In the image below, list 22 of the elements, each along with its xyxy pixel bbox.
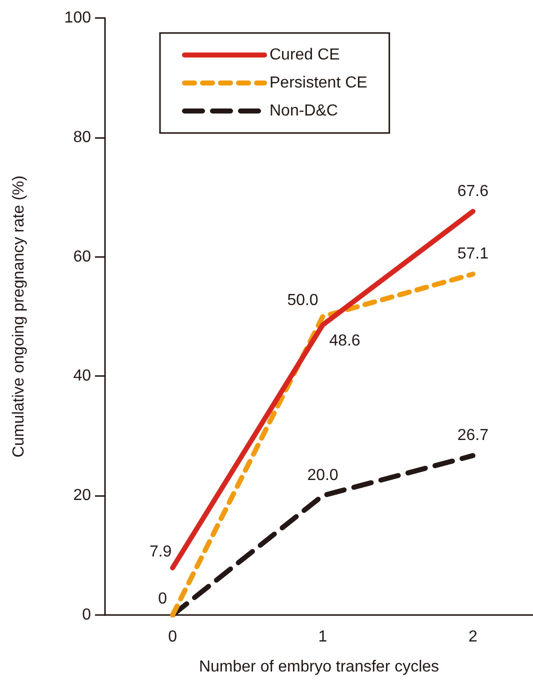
- x-tick-label: 1: [318, 628, 328, 646]
- legend-label: Non-D&C: [270, 102, 338, 120]
- y-tick-label: 80: [73, 128, 92, 146]
- data-label: 7.9: [149, 543, 172, 560]
- data-label: 0: [158, 590, 168, 608]
- data-label: 26.7: [457, 427, 489, 444]
- legend-label: Persistent CE: [270, 74, 368, 92]
- x-tick-label: 2: [468, 628, 478, 646]
- y-tick-label: 60: [73, 248, 92, 266]
- y-axis-title: Cumulative ongoing pregnancy rate (%): [10, 176, 28, 458]
- data-label: 67.6: [457, 182, 489, 200]
- x-axis-title: Number of embryo transfer cycles: [198, 658, 440, 676]
- y-tick-label: 0: [82, 606, 92, 624]
- data-label: 57.1: [457, 246, 489, 263]
- data-label: 20.0: [307, 467, 338, 484]
- data-label: 48.6: [329, 332, 360, 350]
- data-label: 50.0: [287, 292, 318, 309]
- y-tick-label: 20: [73, 487, 92, 504]
- y-tick-label: 100: [64, 10, 92, 26]
- x-tick-label: 0: [168, 628, 178, 646]
- y-tick-label: 40: [73, 368, 92, 385]
- legend-label: Cured CE: [270, 46, 340, 64]
